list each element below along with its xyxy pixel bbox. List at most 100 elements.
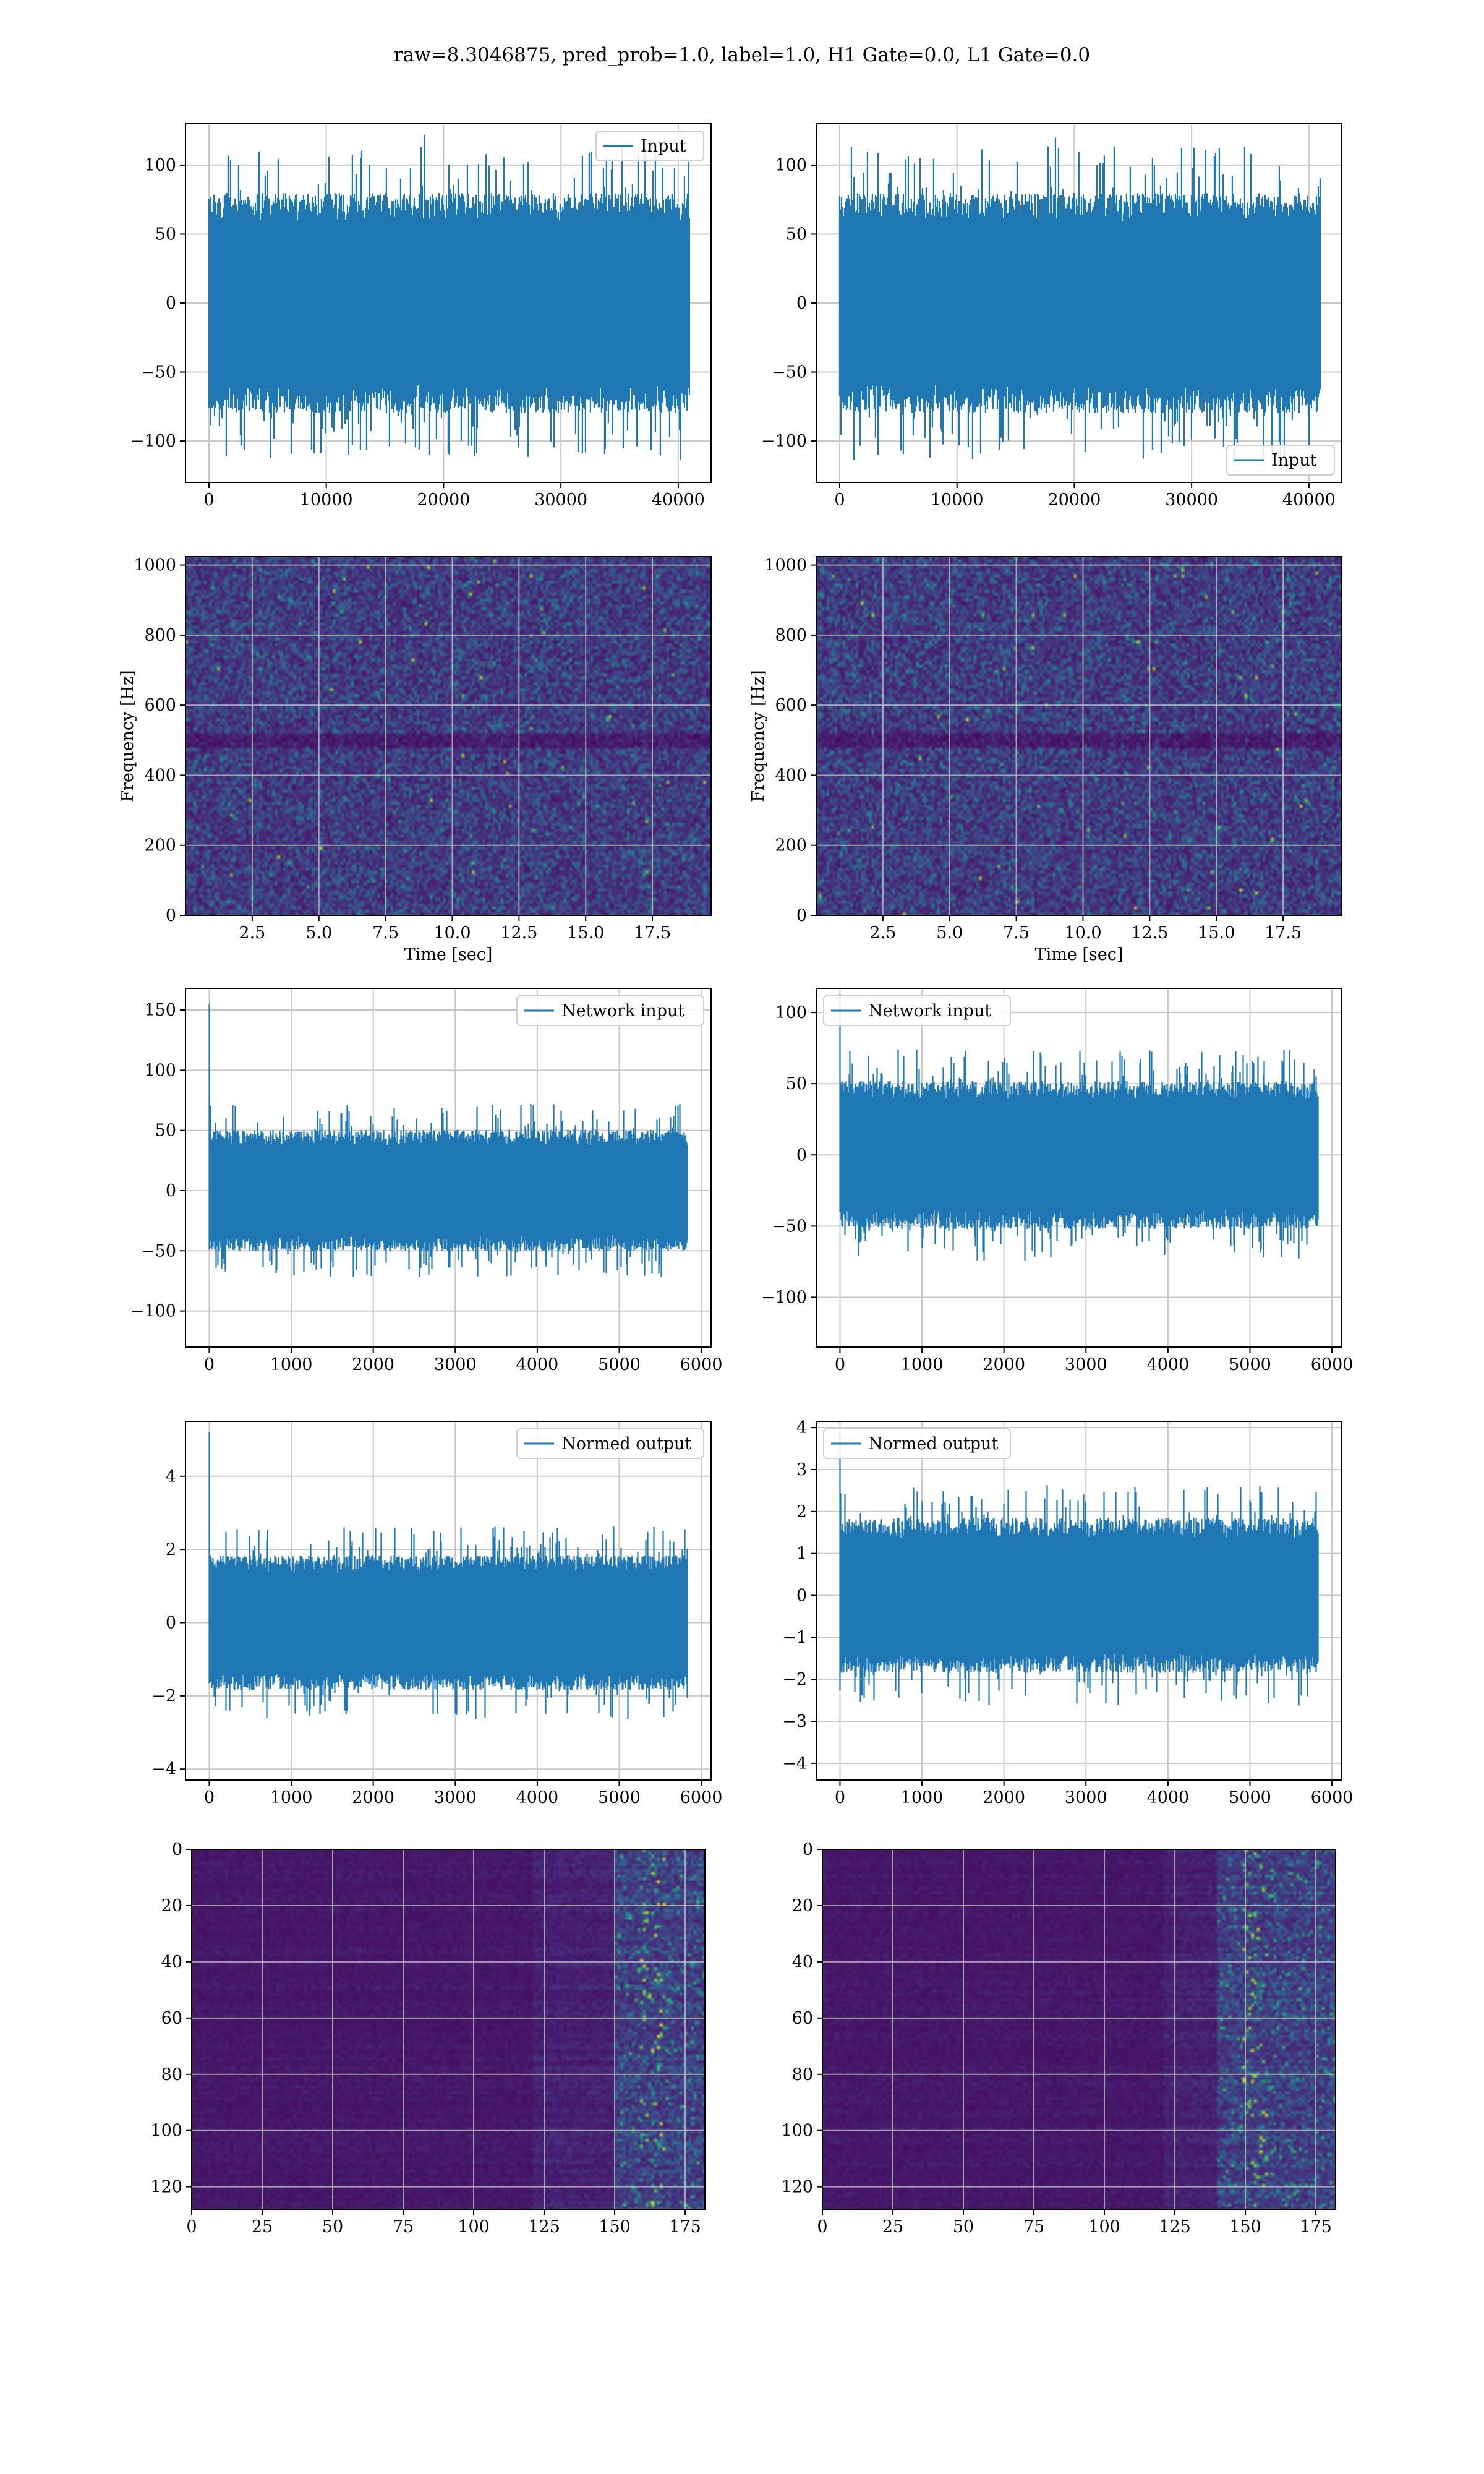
series-line bbox=[839, 1432, 1319, 1706]
y-tick-label: 1 bbox=[796, 1544, 807, 1564]
axes-frame bbox=[185, 988, 712, 1348]
legend-box bbox=[823, 995, 1011, 1026]
y-tick-label: 2 bbox=[796, 1502, 807, 1522]
x-tick-label: 25 bbox=[882, 2217, 903, 2236]
legend-label: Network input bbox=[868, 1001, 991, 1021]
x-tick-label: 175 bbox=[669, 2217, 701, 2236]
figure-suptitle: raw=8.3046875, pred_prob=1.0, label=1.0,… bbox=[394, 44, 1090, 66]
x-tick-label: 100 bbox=[1088, 2217, 1120, 2236]
x-tick-label: 2000 bbox=[352, 1355, 394, 1374]
subplot-grid: 0 10000 20000 30000 40000100500−50−100Input0… bbox=[118, 123, 1354, 2236]
y-tick-label: −100 bbox=[761, 1288, 807, 1307]
y-tick-label: 50 bbox=[786, 1074, 807, 1094]
x-tick-label: 30000 bbox=[534, 490, 587, 510]
x-tick-label: 0 bbox=[186, 2217, 197, 2236]
y-tick-label: 800 bbox=[144, 626, 176, 645]
y-tick-label: 150 bbox=[144, 1001, 176, 1020]
x-tick-label: 50 bbox=[953, 2217, 974, 2236]
x-tick-label: 3000 bbox=[1065, 1355, 1107, 1374]
subplot-row2-left: 2.5 5.0 7.5 10.0 12.5 15.0 17.5 1000 800 600 400 20… bbox=[118, 556, 712, 964]
y-tick-label: 200 bbox=[775, 836, 807, 855]
x-tick-label: 5.0 bbox=[305, 923, 332, 943]
x-tick-label: 3000 bbox=[434, 1355, 477, 1374]
x-tick-label: 12.5 bbox=[1131, 923, 1168, 943]
legend-label: Network input bbox=[561, 1001, 684, 1021]
x-tick-label: 75 bbox=[393, 2217, 414, 2236]
legend-label: Normed output bbox=[868, 1434, 998, 1453]
x-tick-label: 0 bbox=[204, 1788, 215, 1807]
x-tick-label: 5000 bbox=[598, 1355, 641, 1374]
subplot-row1-left: 0 10000 20000 30000 40000 100 50 0 −50 −100 Input bbox=[130, 123, 712, 510]
x-tick-label: 10000 bbox=[931, 490, 984, 510]
tick-labels: 0 10000 20000 30000 40000 100 50 0 −50 −100 bbox=[761, 156, 1336, 510]
tick-labels: 0 25 50 75 100 125 150 175 0 20 40 60 80 100 120 bbox=[781, 1840, 1331, 2236]
tick-labels: 0 1000 2000 3000 4000 5000 6000 4 2 0 −2 −4 bbox=[151, 1467, 722, 1807]
y-tick-label: 0 bbox=[166, 1614, 176, 1633]
x-tick-label: 1000 bbox=[901, 1355, 944, 1374]
y-tick-label: 800 bbox=[775, 626, 807, 645]
y-tick-label: 400 bbox=[775, 766, 807, 785]
x-tick-label: 1000 bbox=[270, 1355, 313, 1374]
x-tick-label: 17.5 bbox=[634, 923, 671, 943]
legend: Normed output bbox=[823, 1428, 1011, 1459]
y-tick-label: 100 bbox=[775, 1003, 807, 1022]
legend-label: Normed output bbox=[561, 1434, 691, 1453]
x-tick-label: 10.0 bbox=[433, 923, 471, 943]
y-tick-label: −2 bbox=[782, 1670, 807, 1689]
y-tick-label: −4 bbox=[782, 1754, 807, 1773]
legend: Network input bbox=[516, 995, 704, 1026]
x-tick-label: 3000 bbox=[434, 1788, 477, 1807]
x-tick-label: 0 bbox=[835, 1355, 845, 1374]
x-tick-label: 6000 bbox=[1311, 1355, 1354, 1374]
subplot-row5-left: 0 25 50 75 100 125 150 175 0 20 40 60 80 100 120 bbox=[150, 1840, 706, 2236]
legend: Network input bbox=[823, 995, 1011, 1026]
x-tick-label: 175 bbox=[1300, 2217, 1332, 2236]
tick-labels: 2.5 5.0 7.5 10.0 12.5 15.0 17.5 1000 800 600 400 20… bbox=[134, 556, 671, 943]
y-tick-label: 0 bbox=[803, 1840, 813, 1859]
y-tick-label: 20 bbox=[161, 1896, 182, 1915]
x-tick-label: 0 bbox=[835, 1788, 845, 1807]
y-tick-label: 100 bbox=[150, 2121, 182, 2141]
y-tick-label: 120 bbox=[150, 2178, 182, 2197]
legend-box bbox=[516, 995, 704, 1026]
y-tick-label: 50 bbox=[786, 225, 807, 244]
x-tick-label: 0 bbox=[204, 1355, 215, 1374]
y-tick-label: 40 bbox=[161, 1953, 182, 1972]
y-tick-label: 60 bbox=[792, 2009, 813, 2028]
tick-labels: 0 1000 2000 3000 4000 5000 6000 4 3 2 1 0 −1 −2 −3 −4 bbox=[782, 1418, 1353, 1807]
subplot-row4-left: 0 1000 2000 3000 4000 5000 6000 4 2 0 −2 −4 Normed o… bbox=[151, 1421, 722, 1807]
series-line bbox=[208, 1004, 688, 1277]
heatmap-image bbox=[822, 1849, 1336, 2209]
tick-labels: 0 1000 2000 3000 4000 5000 6000 150 100 50 0 −50 −10… bbox=[130, 1001, 723, 1374]
x-tick-label: 50 bbox=[322, 2217, 343, 2236]
x-tick-label: 150 bbox=[599, 2217, 631, 2236]
y-tick-label: −50 bbox=[141, 1241, 176, 1261]
y-tick-label: 400 bbox=[144, 766, 176, 785]
x-tick-label: 15.0 bbox=[1198, 923, 1235, 943]
y-tick-label: 0 bbox=[166, 294, 176, 313]
x-tick-label: 6000 bbox=[680, 1355, 723, 1374]
y-axis-label: Frequency [Hz] bbox=[118, 670, 137, 802]
legend: Input bbox=[1226, 445, 1335, 476]
y-tick-label: −3 bbox=[782, 1712, 807, 1731]
axes-frame bbox=[185, 556, 712, 916]
y-tick-label: −100 bbox=[761, 432, 807, 451]
legend-box bbox=[516, 1428, 704, 1459]
axes-frame bbox=[185, 1421, 712, 1781]
y-tick-label: 200 bbox=[144, 836, 176, 855]
y-tick-label: 0 bbox=[796, 1145, 807, 1165]
y-tick-label: 60 bbox=[161, 2009, 182, 2028]
x-axis-label: Time [sec] bbox=[404, 945, 493, 964]
y-tick-label: 0 bbox=[796, 906, 807, 925]
y-tick-label: 0 bbox=[172, 1840, 182, 1859]
x-tick-label: 100 bbox=[458, 2217, 490, 2236]
x-tick-label: 20000 bbox=[417, 490, 470, 510]
y-tick-label: 80 bbox=[161, 2065, 182, 2084]
x-tick-label: 125 bbox=[528, 2217, 560, 2236]
axes-frame bbox=[816, 556, 1342, 916]
x-tick-label: 25 bbox=[252, 2217, 273, 2236]
x-tick-label: 6000 bbox=[1311, 1788, 1354, 1807]
x-tick-label: 0 bbox=[817, 2217, 827, 2236]
legend: Input bbox=[595, 131, 704, 161]
axes-frame bbox=[816, 1421, 1342, 1781]
